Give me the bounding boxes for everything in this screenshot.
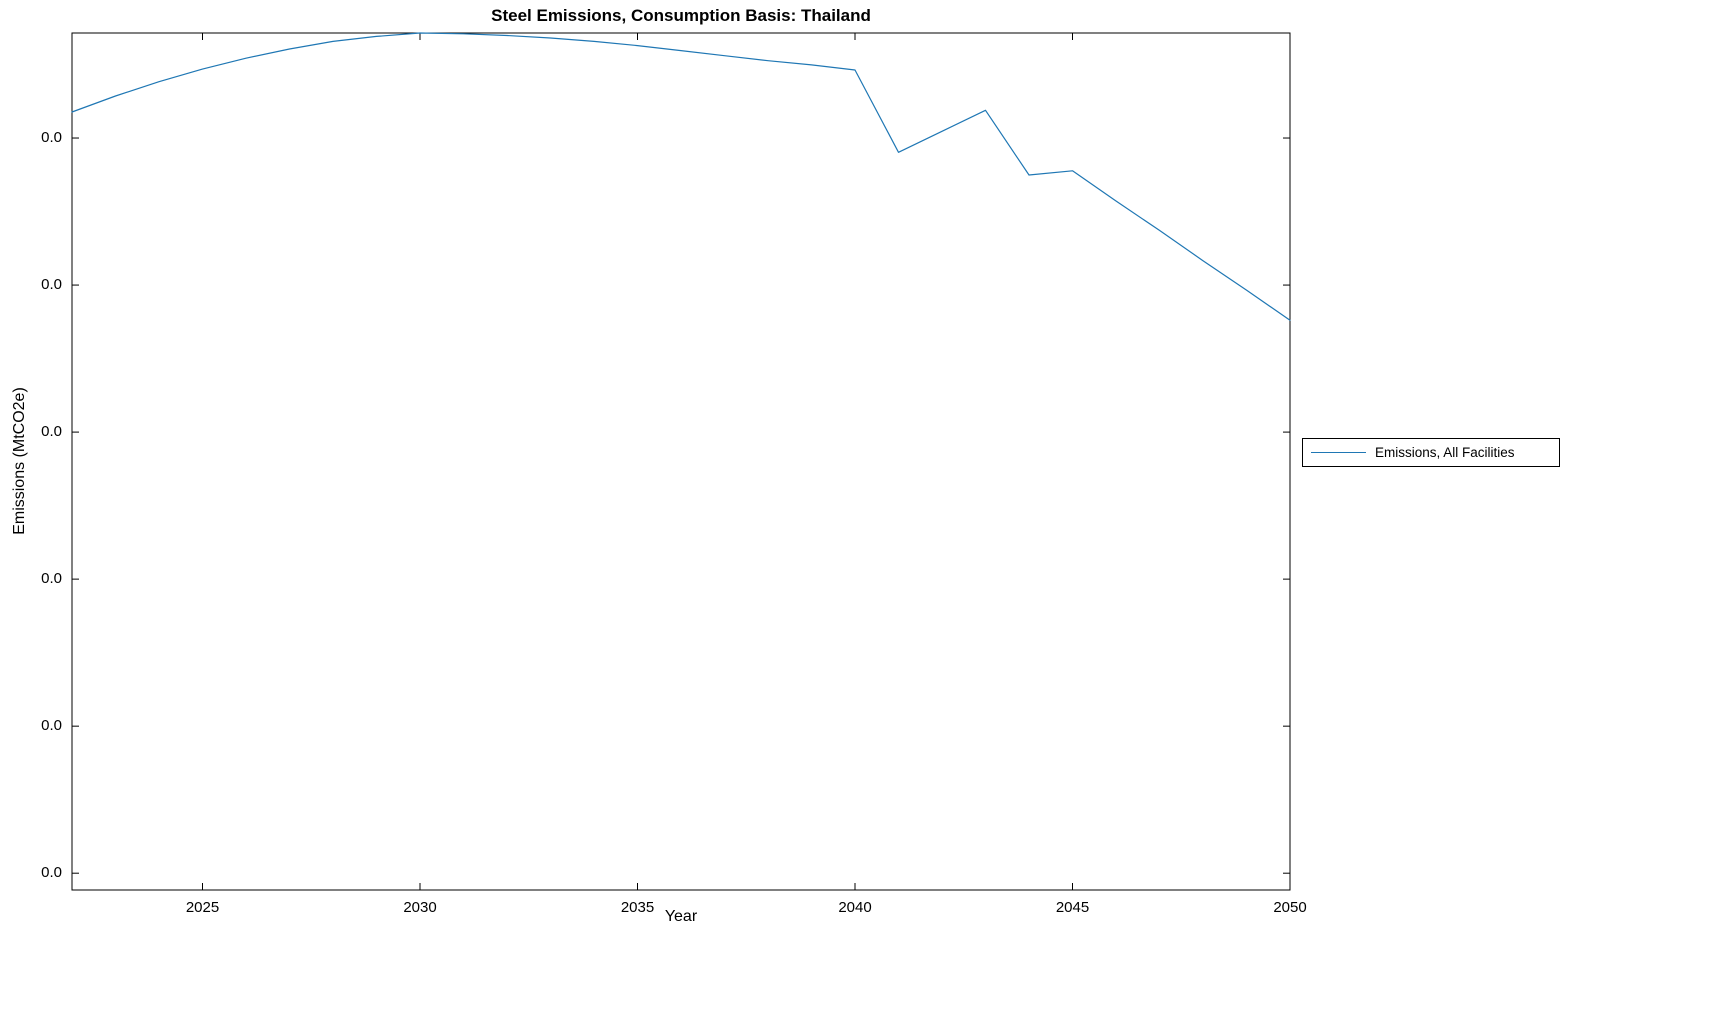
y-tick-label: 0.0: [41, 276, 62, 294]
x-axis-label: Year: [664, 908, 698, 925]
x-tick-label: 2040: [838, 899, 872, 916]
x-tick-label: 2025: [185, 899, 220, 916]
y-tick-label: 0.0: [41, 423, 62, 441]
x-tick-label: 2045: [1055, 899, 1090, 916]
y-tick-label: 0.0: [41, 864, 62, 882]
y-axis-label: Emissions (MtCO2e): [11, 387, 28, 535]
y-tick-label: 0.0: [41, 129, 62, 147]
legend-line-sample-icon: [1311, 452, 1366, 453]
x-tick-label: 2030: [403, 899, 437, 916]
y-tick-label: 0.0: [41, 570, 62, 588]
legend: Emissions, All Facilities: [1302, 438, 1560, 467]
y-tick-label: 0.0: [41, 717, 62, 735]
chart-title: Steel Emissions, Consumption Basis: Thai…: [491, 6, 871, 25]
legend-label: Emissions, All Facilities: [1375, 445, 1515, 460]
x-tick-label: 2050: [1273, 899, 1307, 916]
x-tick-label: 2035: [620, 899, 655, 916]
